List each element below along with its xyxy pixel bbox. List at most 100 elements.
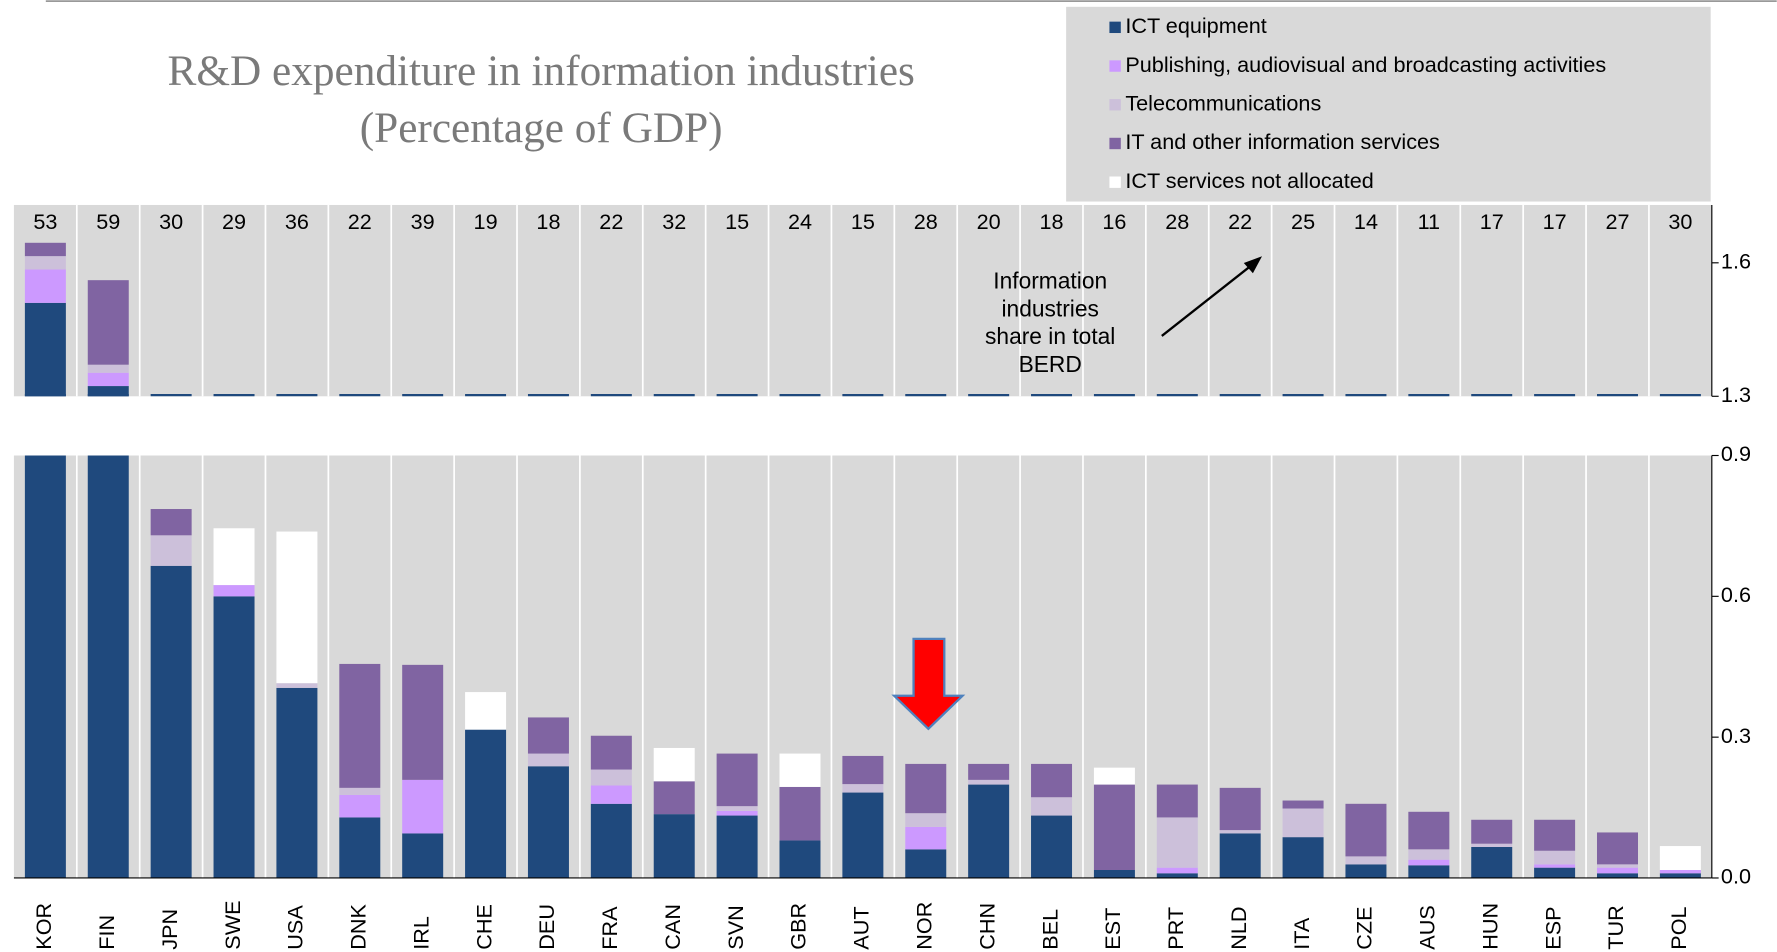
legend-swatch	[1109, 60, 1121, 72]
bar-segment	[1596, 867, 1638, 874]
bar-segment	[1596, 832, 1638, 865]
bar-segment	[213, 596, 255, 878]
bar-segment	[1659, 846, 1701, 871]
bar-segment	[1031, 763, 1073, 798]
bar-segment	[1156, 867, 1198, 874]
share-label: 30	[159, 209, 183, 234]
bar-segment	[24, 269, 66, 303]
bar-segment	[87, 372, 129, 387]
share-label: 11	[1418, 209, 1440, 234]
x-tick-label: FIN	[94, 915, 119, 950]
x-tick-label: USA	[283, 905, 308, 950]
bar-segment	[968, 784, 1010, 878]
bar-segment	[590, 769, 632, 786]
bar-segment	[150, 535, 192, 566]
share-label: 24	[788, 209, 812, 234]
share-label: 28	[1165, 209, 1189, 234]
bar-segment	[968, 763, 1010, 780]
legend-swatch	[1109, 99, 1121, 111]
x-tick-label: JPN	[157, 909, 182, 950]
share-label: 36	[285, 209, 309, 234]
share-label: 18	[536, 209, 560, 234]
bar-segment	[527, 753, 569, 767]
bar-segment	[276, 531, 318, 684]
share-label: 15	[851, 209, 875, 234]
bar-segment	[842, 755, 884, 785]
bar-segment	[465, 729, 507, 878]
bar-segment	[339, 787, 381, 795]
y-tick-label: 1.6	[1721, 249, 1751, 274]
bar-segment	[87, 280, 129, 365]
y-tick-label: 0.3	[1721, 723, 1751, 748]
bar-segment	[716, 753, 758, 807]
y-tick-label: 1.3	[1721, 382, 1751, 407]
legend-label: ICT services not allocated	[1125, 168, 1373, 193]
bar-segment	[842, 792, 884, 878]
annotation: BERD	[1019, 351, 1082, 377]
bar-segment	[1408, 865, 1450, 878]
chart-subtitle: (Percentage of GDP)	[360, 104, 723, 152]
annotation: share in total	[985, 323, 1115, 349]
bar-segment	[1031, 815, 1073, 878]
bar-segment	[1345, 803, 1387, 857]
legend-label: Telecommunications	[1125, 90, 1321, 115]
bar-segment	[905, 826, 947, 850]
x-tick-label: CHE	[471, 904, 496, 950]
legend-box	[1066, 6, 1711, 202]
bar-segment	[1219, 787, 1261, 831]
bar-segment	[1534, 850, 1576, 865]
bar-segment	[1156, 784, 1198, 818]
bar-segment	[339, 663, 381, 788]
share-label: 27	[1605, 209, 1629, 234]
bar-segment	[1156, 817, 1198, 868]
bar-segment	[213, 528, 255, 586]
share-label: 22	[348, 209, 372, 234]
share-label: 32	[662, 209, 686, 234]
bar-segment	[716, 810, 758, 816]
share-label: 39	[411, 209, 435, 234]
y-tick-label: 0.0	[1721, 864, 1751, 889]
bar-segment	[402, 833, 444, 878]
share-label: 30	[1668, 209, 1692, 234]
x-tick-label: IRL	[408, 916, 433, 950]
chart-title: R&D expenditure in information industrie…	[167, 47, 914, 95]
bar-segment	[1345, 864, 1387, 878]
x-tick-label: DNK	[346, 903, 371, 949]
share-label: 20	[977, 209, 1001, 234]
y-tick-label: 0.9	[1721, 441, 1751, 466]
bar-segment	[1408, 849, 1450, 860]
bar-segment	[339, 817, 381, 878]
bar-segment	[1282, 800, 1324, 809]
share-label: 25	[1291, 209, 1315, 234]
bar-segment	[1534, 867, 1576, 878]
legend-label: Publishing, audiovisual and broadcasting…	[1125, 52, 1606, 77]
x-tick-label: ESP	[1540, 906, 1565, 949]
x-tick-label: NLD	[1226, 906, 1251, 949]
bar-segment	[1596, 873, 1638, 878]
legend-label: ICT equipment	[1125, 13, 1266, 38]
share-label: 22	[599, 209, 623, 234]
x-tick-label: SVN	[723, 905, 748, 949]
highlight-arrow	[891, 637, 966, 731]
bar-segment	[213, 585, 255, 597]
bar-segment	[87, 364, 129, 373]
bar-segment	[24, 455, 66, 878]
share-label: 59	[96, 209, 120, 234]
annotation: industries	[1001, 295, 1098, 321]
x-tick-label: BEL	[1037, 909, 1062, 950]
x-tick-label: HUN	[1477, 903, 1502, 950]
bar-segment	[527, 766, 569, 878]
bar-segment	[779, 753, 821, 787]
bar-segment	[653, 814, 695, 878]
share-label: 15	[725, 209, 749, 234]
bar-segment	[276, 687, 318, 878]
bar-segment	[1471, 843, 1513, 847]
share-label: 28	[914, 209, 938, 234]
share-label: 53	[33, 209, 57, 234]
bar-segment	[1534, 864, 1576, 868]
bar-segment	[1282, 837, 1324, 878]
share-label: 29	[222, 209, 246, 234]
bar-segment	[1093, 767, 1135, 785]
legend-swatch	[1109, 137, 1121, 150]
